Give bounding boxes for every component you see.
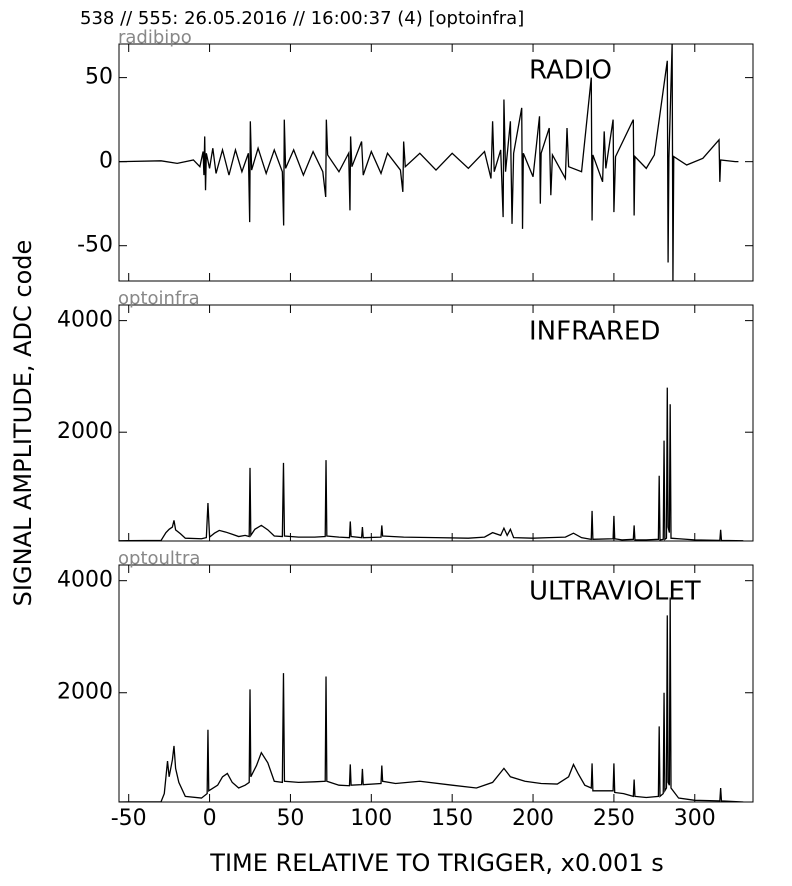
y-tick-label: 4000	[57, 308, 113, 333]
x-tick-label: -50	[111, 806, 147, 831]
header: 538 // 555: 26.05.2016 // 16:00:37 (4) […	[80, 8, 524, 29]
panel-subtitle: optoinfra	[118, 288, 200, 309]
y-axis-label: SIGNAL AMPLITUDE, ADC code	[9, 240, 37, 607]
panel-title: ULTRAVIOLET	[529, 577, 701, 607]
panel-subtitle: radibipo	[118, 27, 192, 48]
y-tick-label: 0	[99, 149, 113, 174]
x-axis-label: TIME RELATIVE TO TRIGGER, x0.001 s	[209, 849, 663, 877]
signal-line	[119, 44, 739, 281]
signal-line	[119, 387, 744, 541]
plot-area	[119, 597, 744, 802]
x-tick-label: 100	[350, 806, 392, 831]
y-tick-label: -50	[77, 233, 113, 258]
x-tick-label: 250	[593, 806, 635, 831]
x-tick-label: 150	[431, 806, 473, 831]
x-tick-label: 50	[276, 806, 304, 831]
y-tick-label: 4000	[57, 568, 113, 593]
x-tick-label: 300	[674, 806, 716, 831]
plot-area	[119, 44, 739, 281]
x-tick-label: 200	[512, 806, 554, 831]
axes-frame	[118, 304, 754, 542]
y-tick-label: 50	[85, 65, 113, 90]
axes-frame	[118, 564, 754, 803]
axes-frame	[118, 43, 754, 282]
y-tick-label: 2000	[57, 419, 113, 444]
x-tick-label: 0	[203, 806, 217, 831]
panel-title: INFRARED	[529, 317, 660, 347]
panel-subtitle: optoultra	[118, 548, 200, 569]
panel-title: RADIO	[529, 56, 612, 86]
plot-area	[119, 387, 744, 541]
y-tick-label: 2000	[57, 680, 113, 705]
signal-line	[119, 597, 744, 802]
